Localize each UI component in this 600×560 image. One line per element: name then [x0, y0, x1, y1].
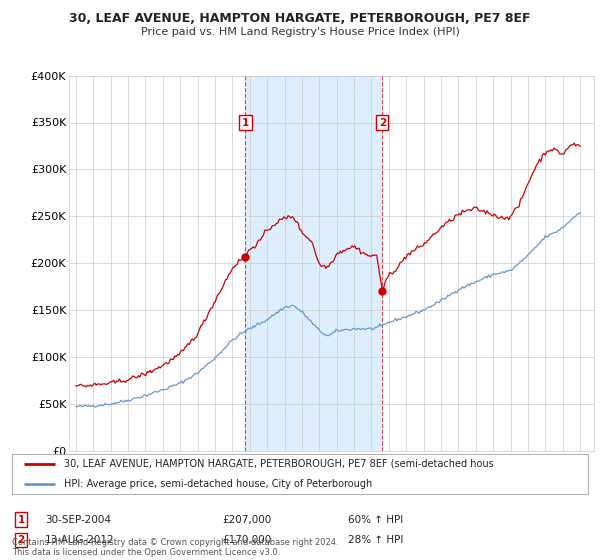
Text: 30, LEAF AVENUE, HAMPTON HARGATE, PETERBOROUGH, PE7 8EF (semi-detached hous: 30, LEAF AVENUE, HAMPTON HARGATE, PETERB… [64, 459, 494, 469]
Text: £170,000: £170,000 [222, 535, 271, 545]
Text: 2: 2 [379, 118, 386, 128]
Bar [245, 76, 382, 451]
Text: HPI: Average price, semi-detached house, City of Peterborough: HPI: Average price, semi-detached house,… [64, 479, 372, 489]
Text: 13-AUG-2012: 13-AUG-2012 [45, 535, 115, 545]
Text: 1: 1 [17, 515, 25, 525]
Text: 28% ↑ HPI: 28% ↑ HPI [348, 535, 403, 545]
Text: Price paid vs. HM Land Registry's House Price Index (HPI): Price paid vs. HM Land Registry's House … [140, 27, 460, 37]
Text: Contains HM Land Registry data © Crown copyright and database right 2024.
This d: Contains HM Land Registry data © Crown c… [12, 538, 338, 557]
Text: 30-SEP-2004: 30-SEP-2004 [45, 515, 111, 525]
Text: 60% ↑ HPI: 60% ↑ HPI [348, 515, 403, 525]
Text: £207,000: £207,000 [222, 515, 271, 525]
Text: 2: 2 [17, 535, 25, 545]
Text: 30, LEAF AVENUE, HAMPTON HARGATE, PETERBOROUGH, PE7 8EF: 30, LEAF AVENUE, HAMPTON HARGATE, PETERB… [69, 12, 531, 25]
Text: 1: 1 [242, 118, 249, 128]
